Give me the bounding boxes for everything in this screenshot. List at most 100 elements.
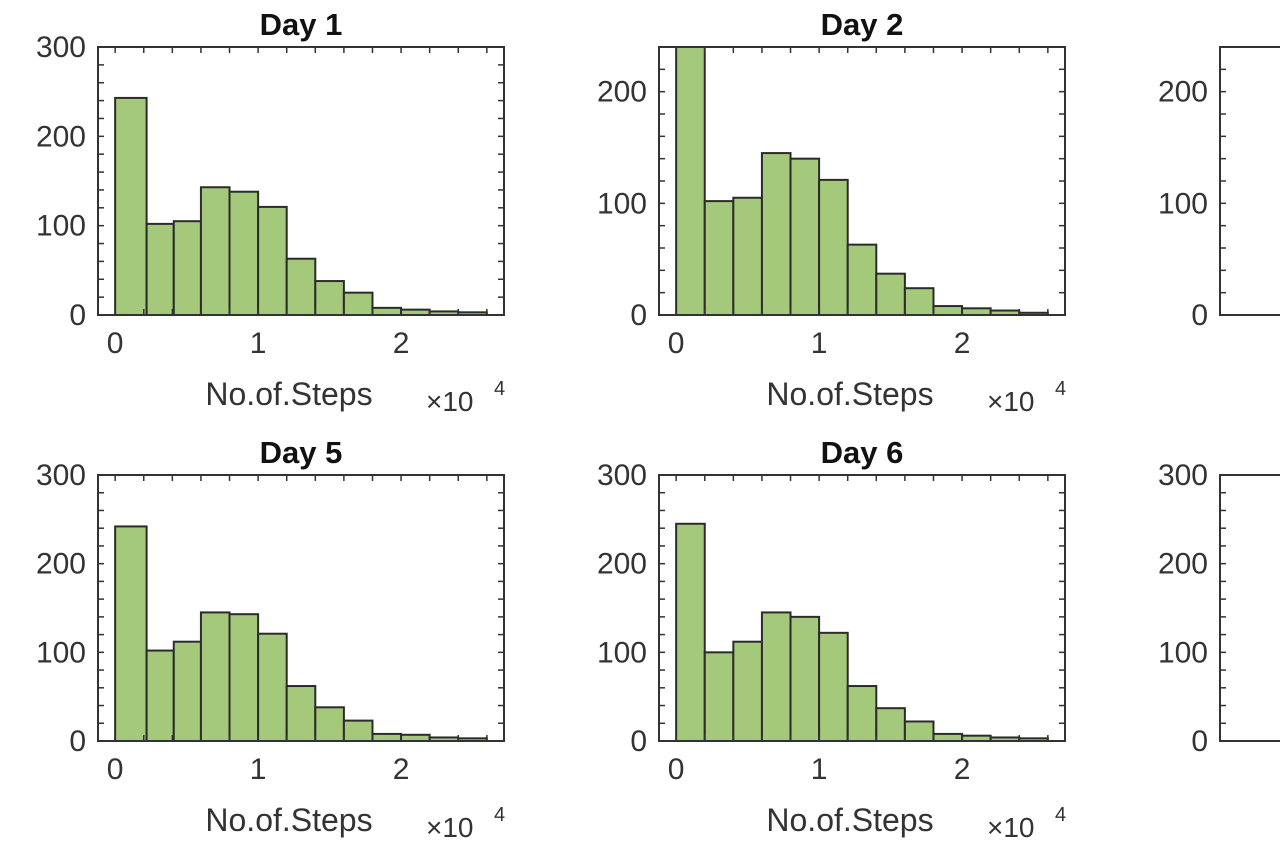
histogram-bar [961,307,992,316]
x-tick-label: 1 [811,753,828,786]
x-axis-multiplier-exponent: 4 [1055,804,1066,826]
histogram-bar [145,222,175,317]
y-tick-label: 0 [1191,299,1208,332]
histogram-panel-6: 00100200300 [1158,459,1280,758]
x-axis-label: No.of.Steps [205,802,372,838]
x-tick-label: 0 [668,327,685,360]
histogram-bar [228,190,260,316]
y-tick-label: 300 [36,31,86,64]
histogram-bar [846,685,878,743]
histogram-bar [257,205,288,316]
histogram-bar [732,640,763,743]
y-tick-label: 100 [36,210,86,243]
x-tick-label: 1 [811,327,828,360]
histogram-bar [875,272,906,316]
histogram-bar [903,720,935,743]
histogram-bar [818,631,849,742]
histogram-bar [257,632,288,742]
x-tick-label: 0 [668,753,685,786]
x-axis-multiplier-exponent: 4 [1055,378,1066,400]
histogram-bar [145,649,175,742]
histogram-bar [789,157,821,316]
histogram-bar [846,243,878,316]
x-tick-label: 1 [250,753,267,786]
y-tick-label: 100 [36,636,86,669]
histogram-bar [285,685,317,743]
x-tick-label: 2 [393,753,410,786]
y-tick-label: 200 [597,76,647,109]
histogram-bar [114,96,148,316]
x-axis-label: No.of.Steps [766,802,933,838]
y-tick-label: 100 [597,636,647,669]
histogram-bar [903,287,935,317]
x-tick-label: 1 [250,327,267,360]
histogram-bar [818,178,849,316]
axes-frame [1219,474,1280,742]
y-tick-label: 100 [1158,636,1208,669]
histogram-bar [342,291,374,316]
histogram-bar [285,257,317,316]
panel-title: Day 1 [260,7,343,42]
histogram-bar [760,152,792,316]
histogram-bar [342,719,374,743]
histogram-bar [199,611,231,743]
y-tick-label: 0 [69,299,86,332]
histogram-bar [675,522,706,742]
x-tick-label: 2 [954,753,971,786]
x-tick-label: 2 [393,327,410,360]
x-axis-multiplier-exponent: 4 [494,378,505,400]
axes-frame [658,474,1066,742]
histogram-bar [172,220,202,316]
histogram-panel-3: 00100200 [1158,46,1280,332]
x-axis-multiplier: ×10 [426,386,474,417]
x-tick-label: 0 [107,753,124,786]
histogram-panel-5: 0 1 2 0 100 200 300 Day 6 No.of.Steps ×10 4 [597,435,1066,843]
histogram-bar [371,306,403,316]
histogram-bar [875,707,906,743]
y-tick-label: 200 [1158,76,1208,109]
histogram-bar [789,615,821,742]
axes-frame [97,474,505,742]
histogram-panel-4: 0 1 2 0 100 200 300 Day 5 No.of.Steps ×10 4 [36,435,505,843]
histogram-bar [932,732,964,743]
histogram-panel-2: 0 1 2 0 100 200 Day 2 No.of.Steps ×10 4 [597,7,1066,417]
histogram-bar [675,46,706,316]
histogram-bar [114,525,148,743]
y-tick-label: 200 [36,548,86,581]
histogram-panel-1: 0 1 2 0 100 200 300 Day 1 No.of.Steps ×10 4 [36,7,505,417]
histogram-bar [371,732,403,743]
y-tick-label: 200 [36,120,86,153]
histogram-bar [314,280,345,317]
y-tick-label: 100 [1158,187,1208,220]
histogram-bar [199,186,231,316]
y-tick-label: 300 [1158,459,1208,492]
y-tick-label: 0 [630,299,647,332]
axes-frame [1219,46,1280,316]
y-tick-label: 200 [1158,548,1208,581]
y-tick-label: 0 [1191,725,1208,758]
histogram-bar [732,196,763,316]
y-tick-label: 300 [597,459,647,492]
x-tick-label: 2 [954,327,971,360]
panel-title: Day 6 [821,435,904,470]
y-tick-label: 300 [36,459,86,492]
y-tick-label: 0 [630,725,647,758]
x-tick-label: 0 [107,327,124,360]
histogram-bar [703,200,735,317]
x-axis-multiplier: ×10 [426,812,474,843]
axes-frame [97,46,505,316]
histogram-bar [172,640,202,743]
histogram-bar [703,651,735,742]
x-axis-label: No.of.Steps [766,376,933,412]
y-tick-label: 0 [69,725,86,758]
x-axis-multiplier: ×10 [987,812,1035,843]
y-tick-label: 100 [597,187,647,220]
histogram-bar [228,613,260,742]
x-axis-multiplier-exponent: 4 [494,804,505,826]
histogram-bar [314,706,345,742]
histogram-bar [932,305,964,317]
y-tick-label: 200 [597,548,647,581]
panel-title: Day 5 [260,435,343,470]
panel-title: Day 2 [821,7,904,42]
